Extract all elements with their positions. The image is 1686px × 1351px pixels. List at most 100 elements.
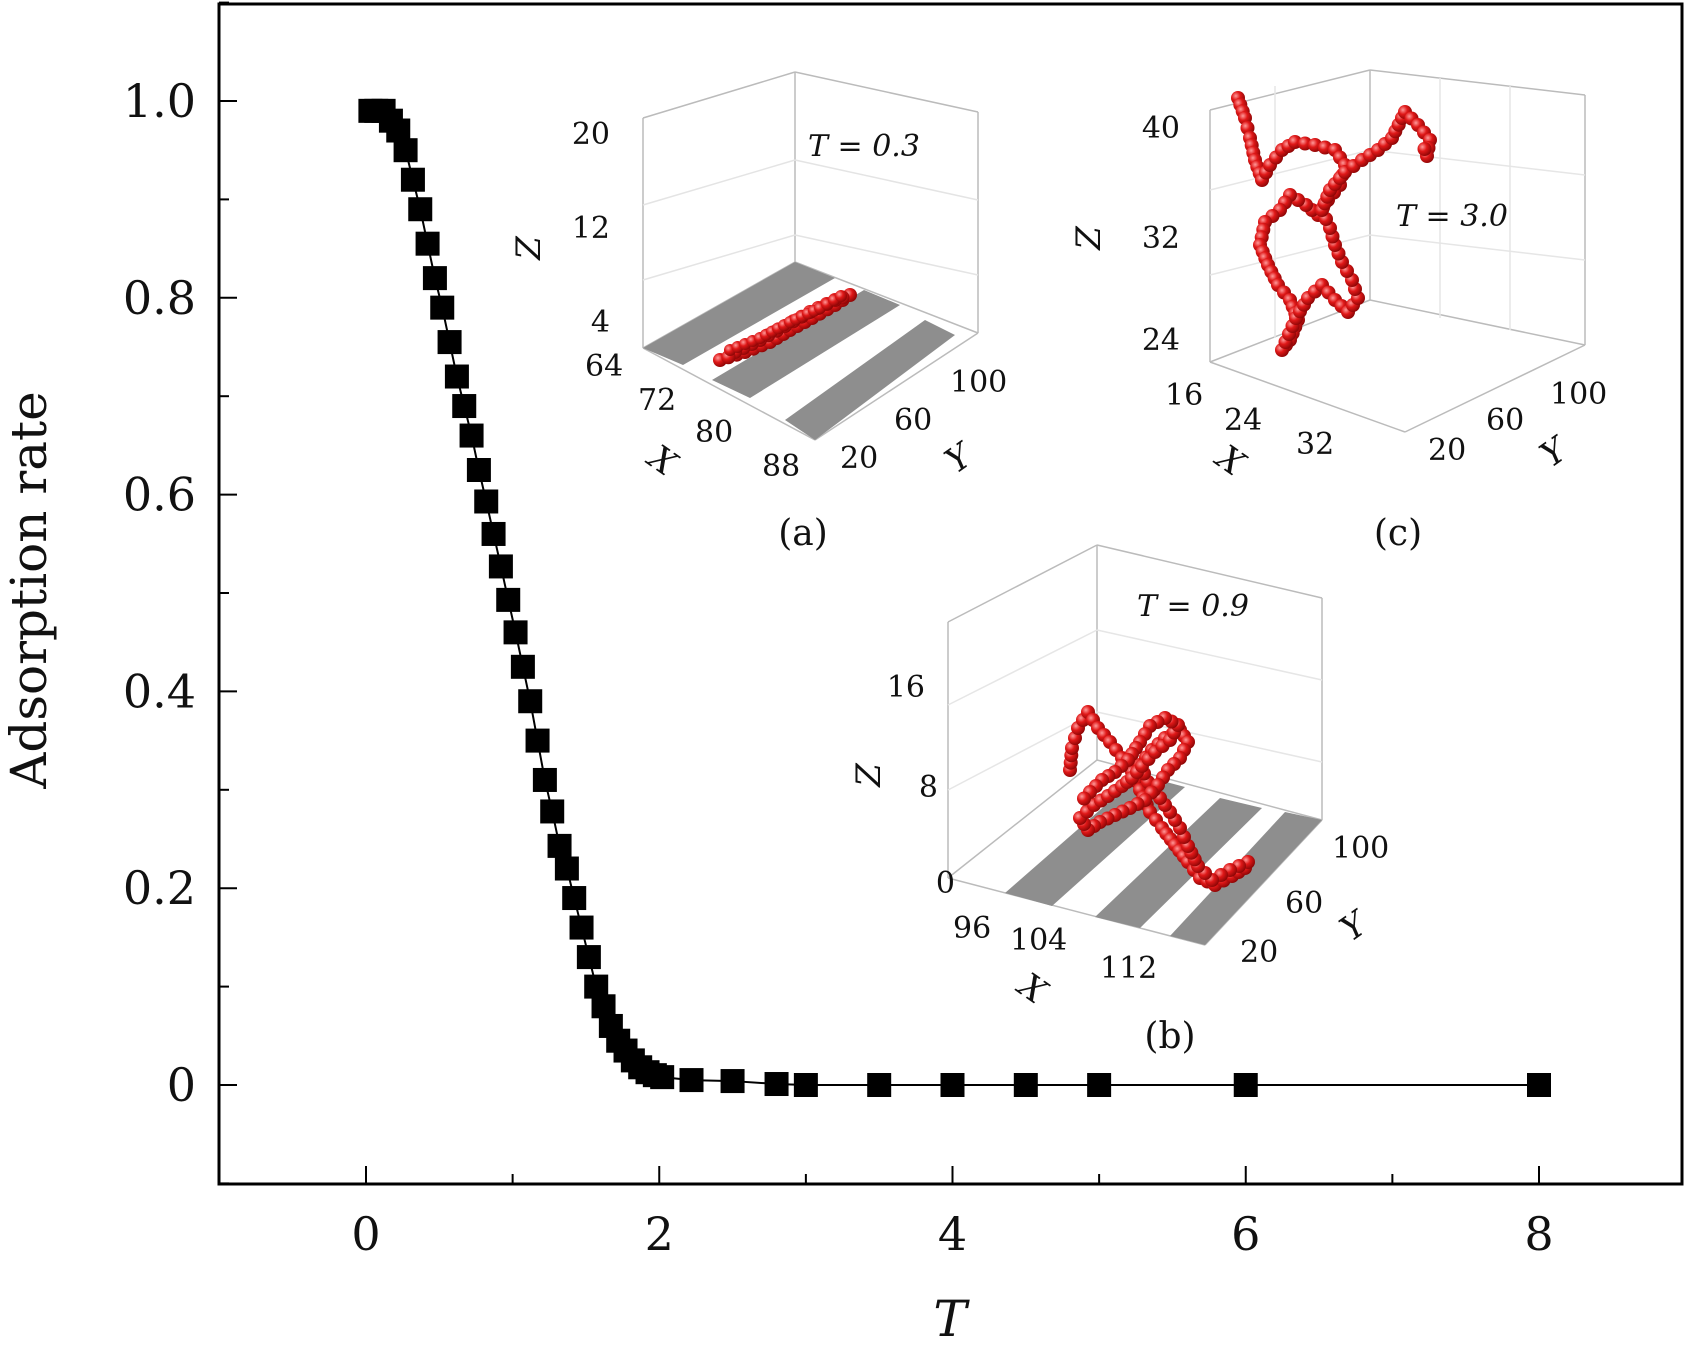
data-point [386,118,411,143]
inset-a-z-label: Z [509,235,549,261]
data-point [466,458,491,482]
inset-b-z-tick: 16 [887,670,925,705]
data-point [437,330,462,355]
data-point [940,1073,965,1097]
x-tick-label: 6 [1231,1207,1260,1261]
inset-a-z-tick: 20 [572,117,610,152]
inset-b-z-label: Z [849,762,889,788]
data-point [764,1072,789,1097]
y-tick-label: 0.4 [123,664,196,718]
inset-a-polymer [713,288,857,367]
inset-b-y-tick: 100 [1332,831,1389,866]
x-tick-label: 2 [645,1207,674,1261]
data-point [547,833,572,858]
inset-a-caption: (a) [778,513,828,554]
y-tick-label: 0 [167,1058,196,1112]
data-point [540,799,565,824]
inset-a-stripes [643,262,955,440]
inset-b-polymer [1063,705,1255,892]
inset-c-x-tick: 16 [1165,378,1203,413]
inset-b-annotation: T = 0.9 [1137,589,1249,624]
y-axis-title: Adsorption rate [0,391,58,789]
data-point [679,1068,704,1093]
inset-b-y-tick: 20 [1240,935,1278,970]
x-tick-label: 0 [351,1207,380,1261]
data-point [459,423,484,448]
data-point [474,489,499,514]
data-point [1087,1073,1112,1097]
inset-b-y-tick: 60 [1285,886,1323,921]
data-point [1013,1073,1038,1097]
data-point [569,915,594,940]
inset-c-x-tick: 24 [1224,403,1262,438]
inset-c-annotation: T = 3.0 [1396,199,1508,234]
inset-b-x-tick: 112 [1100,951,1157,986]
inset-a-box [642,71,979,441]
inset-b-x-label: X [1008,964,1055,1013]
inset-b-y-label: Y [1333,902,1377,950]
data-point [793,1073,818,1097]
data-point [518,689,543,714]
x-tick-label: 8 [1524,1207,1553,1261]
inset-b-z-tick: 8 [919,770,938,805]
data-point [562,886,587,911]
inset-b-z-tick: 0 [936,866,955,901]
inset-b-x-tick: 96 [953,911,991,946]
inset-a-annotation: T = 0.3 [808,129,920,164]
polymer-bead [835,290,847,302]
inset-c-x-tick: 32 [1296,427,1334,462]
inset-a-x-tick: 80 [695,415,733,450]
data-point [430,295,455,320]
inset-c-z-label: Z [1069,225,1109,251]
inset-a-z-tick: 4 [591,305,610,340]
x-tick-label: 4 [938,1207,967,1261]
data-point [422,266,447,291]
inset-c-y-tick: 100 [1550,377,1607,412]
data-point [650,1065,675,1090]
data-point [510,654,535,679]
data-point [496,587,521,612]
data-point [576,945,601,970]
y-tick-label: 0.2 [123,861,196,915]
data-point [720,1069,745,1094]
inset-c-z-tick: 40 [1142,111,1180,146]
data-point [503,620,528,645]
inset-c: T = 3.0 40 32 24 Z 16 24 32 X 100 60 20 … [1069,69,1607,554]
data-point [867,1073,892,1097]
data-point [481,521,506,546]
inset-c-polymer [1231,91,1437,357]
data-point [408,197,433,222]
data-point [415,231,440,256]
inset-a-y-label: Y [938,434,982,482]
inset-b: T = 0.9 16 8 0 Z 96 104 112 X 100 60 20 … [849,544,1389,1057]
data-point [1233,1073,1258,1097]
inset-a-y-tick: 60 [894,403,932,438]
inset-a-z-tick: 12 [572,211,610,246]
axis-tick-labels: 0 2 4 6 800.20.40.60.81.0 [123,74,1554,1261]
inset-a-y-tick: 100 [950,365,1007,400]
data-markers [358,98,1551,1097]
inset-c-z-tick: 32 [1142,221,1180,256]
data-point [393,138,418,163]
data-point [1527,1073,1551,1097]
x-axis-title: T [933,1290,970,1348]
inset-c-z-tick: 24 [1142,323,1180,358]
inset-b-caption: (b) [1144,1016,1195,1057]
data-point [400,167,425,192]
y-tick-label: 1.0 [123,74,196,128]
data-point [452,394,477,419]
data-point [554,856,579,881]
data-point [488,554,513,579]
inset-a-x-tick: 64 [585,349,623,384]
inset-c-y-tick: 20 [1428,433,1466,468]
inset-c-y-tick: 60 [1486,403,1524,438]
inset-c-caption: (c) [1374,513,1422,554]
inset-b-x-tick: 104 [1010,923,1067,958]
data-point [444,364,469,389]
y-tick-label: 0.6 [123,468,196,522]
data-point [525,728,550,753]
inset-a-x-label: X [638,436,685,485]
inset-c-y-label: Y [1533,428,1577,476]
axis-ticks [219,1,1540,1185]
